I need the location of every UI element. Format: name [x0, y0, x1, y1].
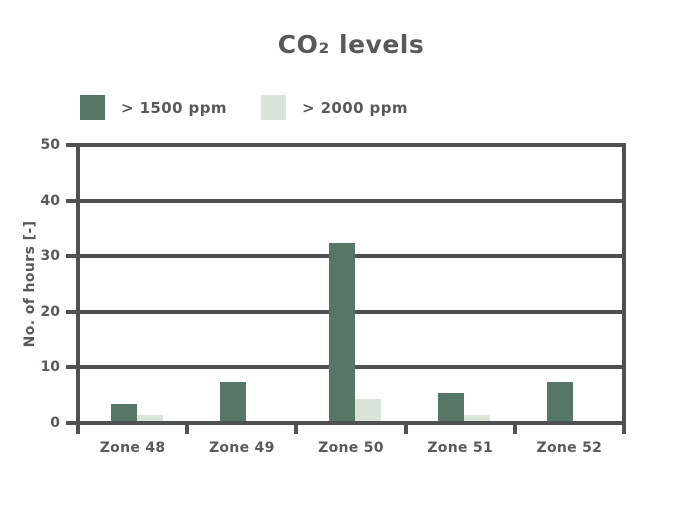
gridline: [76, 198, 626, 203]
x-category-label: Zone 49: [208, 440, 275, 456]
y-axis-title: No. of hours [-]: [22, 220, 38, 348]
bar-gt-1500-2: [219, 382, 246, 421]
bar-gt-2000-3: [355, 398, 381, 421]
y-axis-tick: [66, 309, 76, 314]
legend-swatch-dark-green: [80, 95, 105, 120]
y-axis-tick: [66, 198, 76, 203]
y-tick-label: 30: [40, 248, 60, 265]
y-axis-tick: [66, 421, 76, 425]
x-axis-tick: [512, 425, 517, 434]
chart-title: CO₂ levels: [277, 30, 425, 59]
y-tick-label: 10: [40, 359, 60, 376]
x-category-label: Zone 48: [99, 440, 166, 456]
legend-item-gt-1500: > 1500 ppm: [80, 95, 227, 120]
x-category-label: Zone 50: [318, 440, 384, 456]
y-tick-label: 20: [40, 303, 60, 320]
y-tick-label: 50: [40, 137, 60, 153]
bar-gt-1500-1: [110, 404, 137, 421]
gridline: [76, 143, 626, 147]
y-tick-label: 40: [40, 192, 60, 209]
gridline: [76, 421, 626, 425]
x-category-label: Zone 52: [536, 440, 603, 456]
y-axis-tick: [66, 365, 76, 370]
bar-gt-1500-3: [329, 243, 355, 421]
x-axis-tick: [185, 425, 190, 434]
bar-gt-1500-4: [438, 393, 465, 421]
y-axis-tick: [66, 143, 76, 147]
y-axis-line: [76, 143, 80, 425]
legend-swatch-light-green: [261, 95, 286, 120]
legend-item-gt-2000: > 2000 ppm: [261, 95, 408, 120]
x-axis-tick: [294, 425, 299, 434]
y-tick-label: 0: [50, 415, 60, 431]
x-axis-tick: [403, 425, 408, 434]
legend-label-gt-2000: > 2000 ppm: [302, 98, 408, 117]
bar-gt-1500-5: [547, 382, 574, 421]
x-axis-tick: [76, 425, 80, 434]
x-category-label: Zone 51: [427, 440, 494, 456]
bar-gt-2000-1: [136, 415, 163, 421]
x-axis-tick: [622, 425, 626, 434]
y-axis-tick: [66, 254, 76, 259]
legend-label-gt-1500: > 1500 ppm: [121, 98, 227, 117]
bar-gt-2000-4: [464, 415, 491, 421]
plot-right-border: [622, 143, 626, 425]
